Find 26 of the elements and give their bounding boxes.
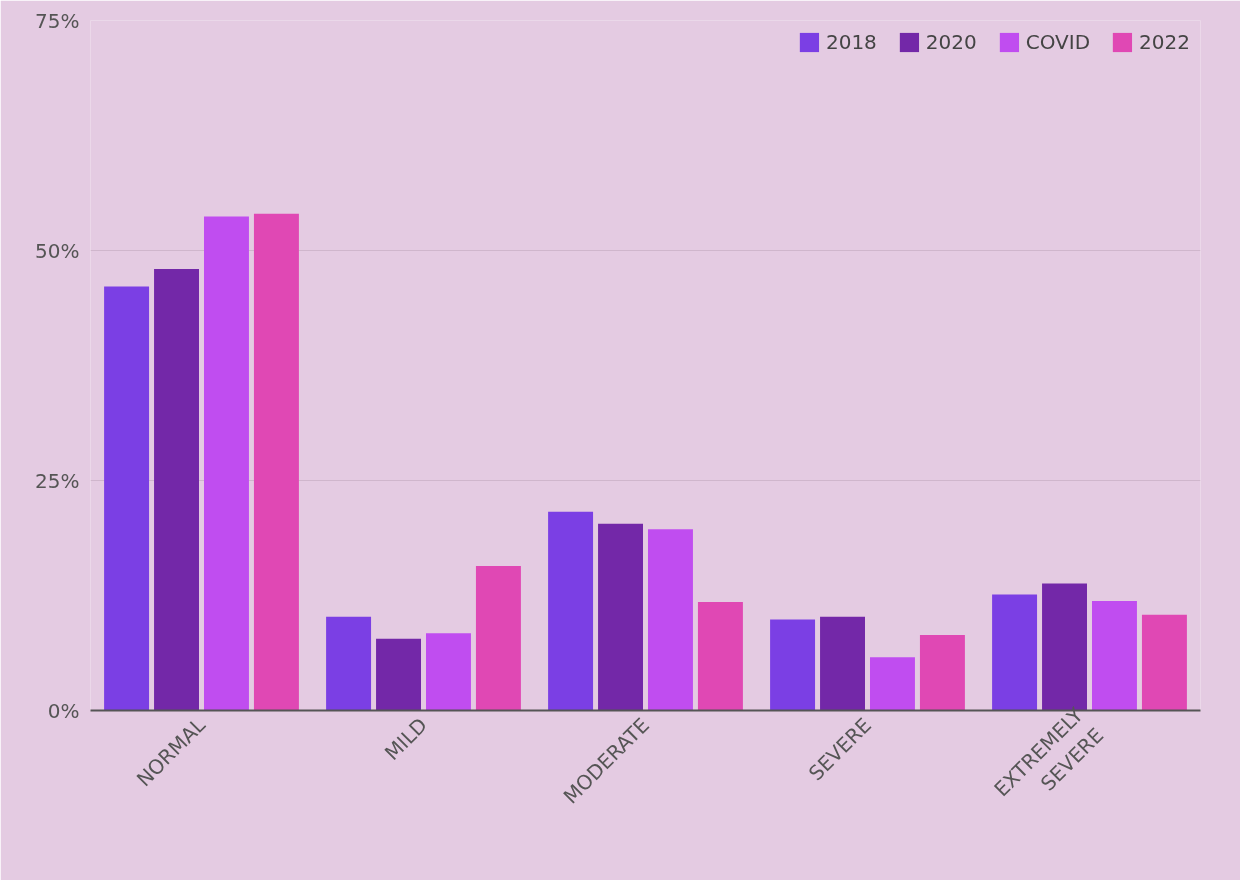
legend-label: 2020 [925,30,977,54]
bar [919,635,965,711]
bar [870,657,915,711]
bar [548,511,594,711]
legend-label: 2022 [1139,30,1190,54]
bar [1141,614,1187,711]
bar [154,268,199,711]
y-tick-label: 75% [35,8,80,33]
bar [770,619,816,711]
bar [376,638,421,711]
bar [326,616,372,711]
bar [697,601,743,711]
bar [204,216,249,711]
legend-label: COVID [1025,30,1091,54]
bar [104,286,150,711]
bar [1092,601,1137,711]
bar [820,616,865,711]
bar [426,633,471,711]
legend-label: 2018 [825,30,877,54]
bar [648,529,693,711]
bar [475,566,521,711]
y-tick-label: 25% [35,468,80,493]
bar [253,213,299,711]
bar [598,523,643,711]
y-tick-label: 0% [47,698,80,723]
y-tick-label: 50% [35,238,80,263]
